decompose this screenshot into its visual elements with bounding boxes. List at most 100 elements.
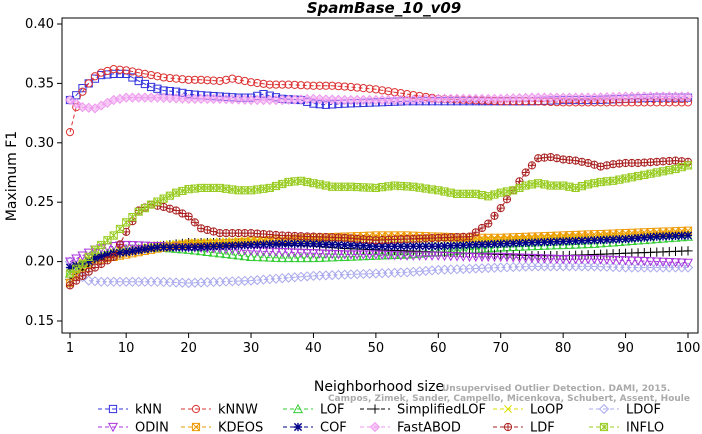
data-point	[639, 257, 650, 267]
data-point	[147, 70, 156, 80]
data-point	[283, 248, 294, 258]
data-point	[159, 73, 168, 82]
data-point-ring	[490, 211, 499, 220]
data-point	[265, 183, 274, 193]
data-point	[620, 256, 631, 266]
data-point	[265, 80, 274, 89]
data-point	[670, 258, 681, 268]
data-point	[534, 238, 543, 247]
data-point	[103, 250, 112, 259]
data-point	[178, 209, 186, 218]
data-point	[509, 239, 518, 248]
data-point	[209, 242, 218, 251]
data-point	[615, 175, 624, 184]
y-tick-label: 0.25	[25, 195, 54, 210]
data-point	[508, 253, 519, 263]
data-point-ring	[496, 204, 505, 213]
data-point	[134, 207, 143, 216]
data-point	[615, 235, 624, 244]
data-point-ring	[103, 256, 112, 265]
data-point-ring	[477, 223, 487, 233]
data-point	[377, 250, 388, 260]
data-point	[345, 250, 356, 260]
y-tick-label: 0.40	[25, 17, 54, 32]
data-point-ring	[671, 156, 680, 165]
data-point	[140, 204, 150, 213]
data-point	[359, 84, 368, 93]
data-point	[90, 72, 100, 81]
data-point	[576, 255, 587, 265]
data-point	[109, 231, 118, 240]
data-point	[290, 80, 299, 89]
data-point	[172, 74, 181, 83]
watermark-authors: Campos, Zimek, Sander, Campello, Micenko…	[328, 394, 690, 404]
data-point-ring	[65, 281, 75, 290]
legend-swatch-marker	[598, 403, 610, 415]
data-point	[277, 252, 288, 263]
data-point	[434, 242, 443, 251]
data-point-ring	[72, 276, 81, 285]
data-point	[221, 241, 231, 251]
data-point	[209, 227, 218, 236]
data-point	[178, 243, 187, 252]
legend-label: INFLO	[626, 421, 664, 434]
data-point-ring	[503, 422, 513, 432]
data-point	[308, 249, 319, 259]
data-point	[133, 241, 144, 251]
data-point-ring	[115, 240, 125, 249]
legend-item-ldof: LDOF	[589, 403, 661, 418]
data-point	[515, 238, 524, 248]
data-point	[190, 184, 199, 193]
data-point	[346, 241, 356, 250]
data-point	[77, 102, 88, 113]
data-point	[196, 242, 206, 251]
legend-label: SimplifiedLOF	[397, 403, 486, 418]
data-point	[334, 240, 343, 249]
data-point	[320, 252, 331, 262]
data-point	[358, 250, 369, 261]
legend-swatch-marker	[599, 422, 609, 432]
data-point	[427, 242, 437, 251]
data-point	[596, 235, 605, 245]
data-point	[215, 242, 224, 251]
data-point	[570, 239, 581, 249]
data-point	[490, 239, 499, 249]
data-point	[253, 240, 262, 249]
data-point	[227, 249, 238, 259]
data-point	[160, 203, 168, 211]
data-point	[409, 242, 418, 251]
data-point	[521, 238, 530, 247]
data-point	[564, 239, 575, 249]
data-point	[258, 252, 269, 262]
data-point	[178, 186, 187, 196]
data-point	[526, 253, 537, 264]
data-point-ring	[209, 227, 218, 236]
data-point	[677, 163, 686, 172]
data-point	[328, 240, 337, 249]
data-point	[289, 252, 300, 263]
data-point	[502, 239, 512, 248]
data-point	[65, 269, 75, 278]
data-point	[108, 404, 118, 414]
data-point	[265, 240, 274, 249]
data-point	[128, 247, 137, 256]
data-point	[115, 69, 125, 78]
series-inflo	[65, 161, 693, 278]
data-point	[352, 251, 363, 261]
data-point	[190, 75, 199, 84]
data-point	[665, 166, 674, 175]
data-point	[278, 239, 287, 248]
data-point	[682, 91, 694, 102]
data-point	[596, 177, 605, 187]
data-point	[270, 247, 282, 258]
data-point-ring	[465, 232, 474, 241]
data-point	[239, 250, 250, 261]
series-fastabod	[64, 91, 694, 114]
data-point	[602, 177, 611, 186]
data-point	[359, 241, 368, 250]
data-point	[139, 241, 150, 251]
legend-item-lof: LOF	[283, 403, 345, 418]
data-point	[402, 251, 413, 261]
data-point	[465, 240, 474, 250]
data-point	[103, 66, 112, 76]
